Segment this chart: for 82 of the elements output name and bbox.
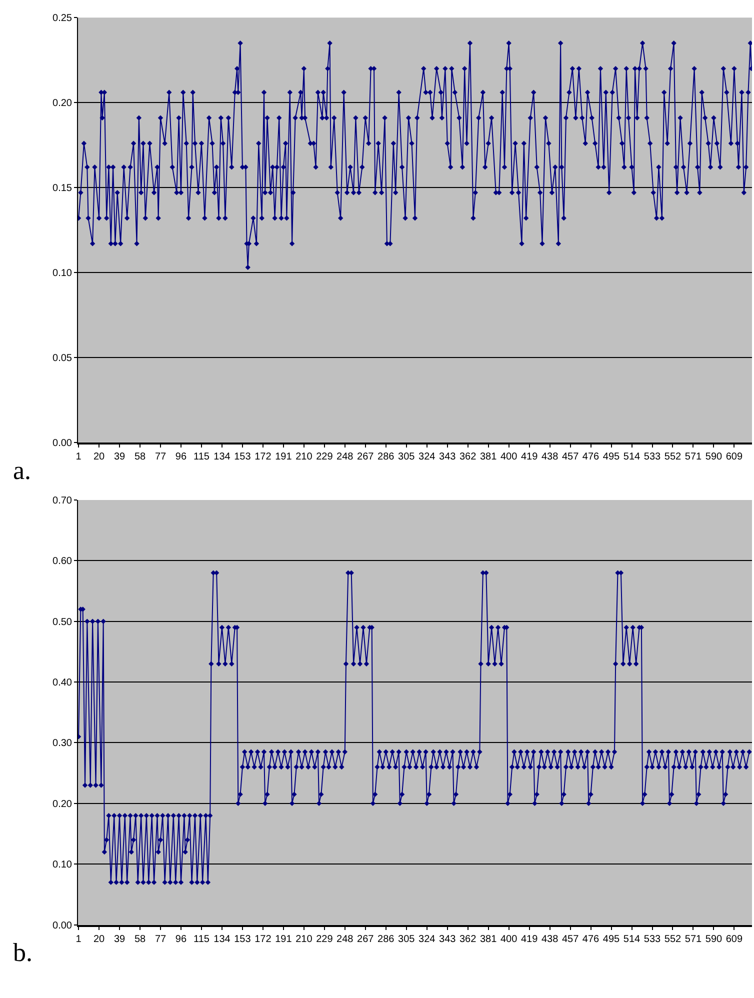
y-tick-label: 0.10	[52, 860, 72, 871]
y-tick-label: 0.20	[52, 798, 72, 810]
x-tick-label: 210	[296, 451, 313, 462]
x-tick-label: 324	[418, 934, 436, 945]
x-tick-label: 590	[705, 451, 722, 462]
x-tick-label: 419	[520, 451, 538, 462]
y-tick-label: 0.60	[52, 556, 72, 568]
x-tick-label: 324	[418, 451, 436, 462]
x-tick-label: 533	[644, 451, 662, 462]
x-tick-label: 286	[378, 934, 395, 945]
y-tick-label: 0.25	[52, 13, 72, 24]
x-tick-label: 96	[175, 934, 187, 945]
x-tick-label: 248	[336, 934, 354, 945]
x-tick-label: 229	[316, 934, 334, 945]
x-tick-label: 476	[582, 934, 600, 945]
text: a.	[13, 456, 32, 485]
x-tick-label: 381	[480, 451, 498, 462]
x-tick-label: 77	[154, 934, 166, 945]
x-tick-label: 1	[76, 451, 82, 462]
text: b.	[13, 938, 32, 967]
x-tick-label: 58	[134, 451, 146, 462]
x-tick-label: 267	[357, 451, 374, 462]
x-tick-label: 609	[726, 451, 743, 462]
y-tick-label: 0.10	[52, 268, 72, 279]
x-tick-label: 191	[275, 934, 292, 945]
x-tick-label: 134	[214, 451, 231, 462]
x-tick-label: 134	[214, 934, 231, 945]
x-tick-label: 362	[459, 934, 477, 945]
x-tick-label: 153	[234, 451, 252, 462]
x-tick-label: 229	[316, 451, 334, 462]
x-tick-label: 1	[76, 934, 82, 945]
x-tick-label: 172	[254, 934, 272, 945]
x-tick-label: 58	[134, 934, 146, 945]
x-tick-label: 286	[378, 451, 395, 462]
x-tick-label: 191	[275, 451, 292, 462]
x-tick-label: 20	[93, 451, 106, 462]
y-tick-label: 0.05	[52, 352, 72, 364]
x-tick-label: 172	[254, 451, 272, 462]
x-tick-label: 77	[154, 451, 166, 462]
x-tick-label: 514	[623, 451, 641, 462]
x-tick-label: 305	[398, 934, 416, 945]
y-tick-label: 0.00	[52, 438, 72, 449]
x-tick-label: 495	[602, 451, 620, 462]
x-tick-label: 20	[93, 934, 106, 945]
y-tick-label: 0.40	[52, 678, 72, 689]
x-tick-label: 457	[562, 451, 580, 462]
x-tick-label: 457	[562, 934, 580, 945]
x-tick-label: 115	[194, 451, 210, 462]
x-tick-label: 419	[520, 934, 538, 945]
x-tick-label: 210	[296, 934, 313, 945]
x-tick-label: 438	[541, 451, 559, 462]
x-tick-label: 381	[480, 934, 498, 945]
y-tick-label: 0.50	[52, 616, 72, 628]
y-tick-label: 0.30	[52, 738, 72, 750]
x-tick-label: 438	[541, 934, 559, 945]
x-tick-label: 590	[705, 934, 722, 945]
x-tick-label: 514	[623, 934, 641, 945]
x-tick-label: 267	[357, 934, 374, 945]
y-tick-label: 0.20	[52, 98, 72, 110]
x-tick-label: 571	[684, 451, 702, 462]
x-tick-label: 495	[602, 934, 620, 945]
x-tick-label: 533	[644, 934, 662, 945]
x-tick-label: 343	[439, 934, 456, 945]
x-tick-label: 96	[175, 451, 187, 462]
x-tick-label: 552	[664, 934, 682, 945]
x-tick-label: 115	[194, 934, 210, 945]
x-tick-label: 39	[114, 451, 126, 462]
x-tick-label: 609	[726, 934, 743, 945]
x-tick-label: 571	[684, 934, 702, 945]
x-tick-label: 305	[398, 451, 416, 462]
x-tick-label: 476	[582, 451, 600, 462]
x-tick-label: 400	[500, 451, 518, 462]
x-tick-label: 343	[439, 451, 456, 462]
x-tick-label: 552	[664, 451, 682, 462]
x-tick-label: 248	[336, 451, 354, 462]
x-tick-label: 400	[500, 934, 518, 945]
y-tick-label: 0.00	[52, 920, 72, 932]
y-tick-label: 0.15	[52, 183, 72, 194]
x-tick-label: 39	[114, 934, 126, 945]
y-tick-label: 0.70	[52, 496, 72, 506]
x-tick-label: 362	[459, 451, 477, 462]
x-tick-label: 153	[234, 934, 252, 945]
